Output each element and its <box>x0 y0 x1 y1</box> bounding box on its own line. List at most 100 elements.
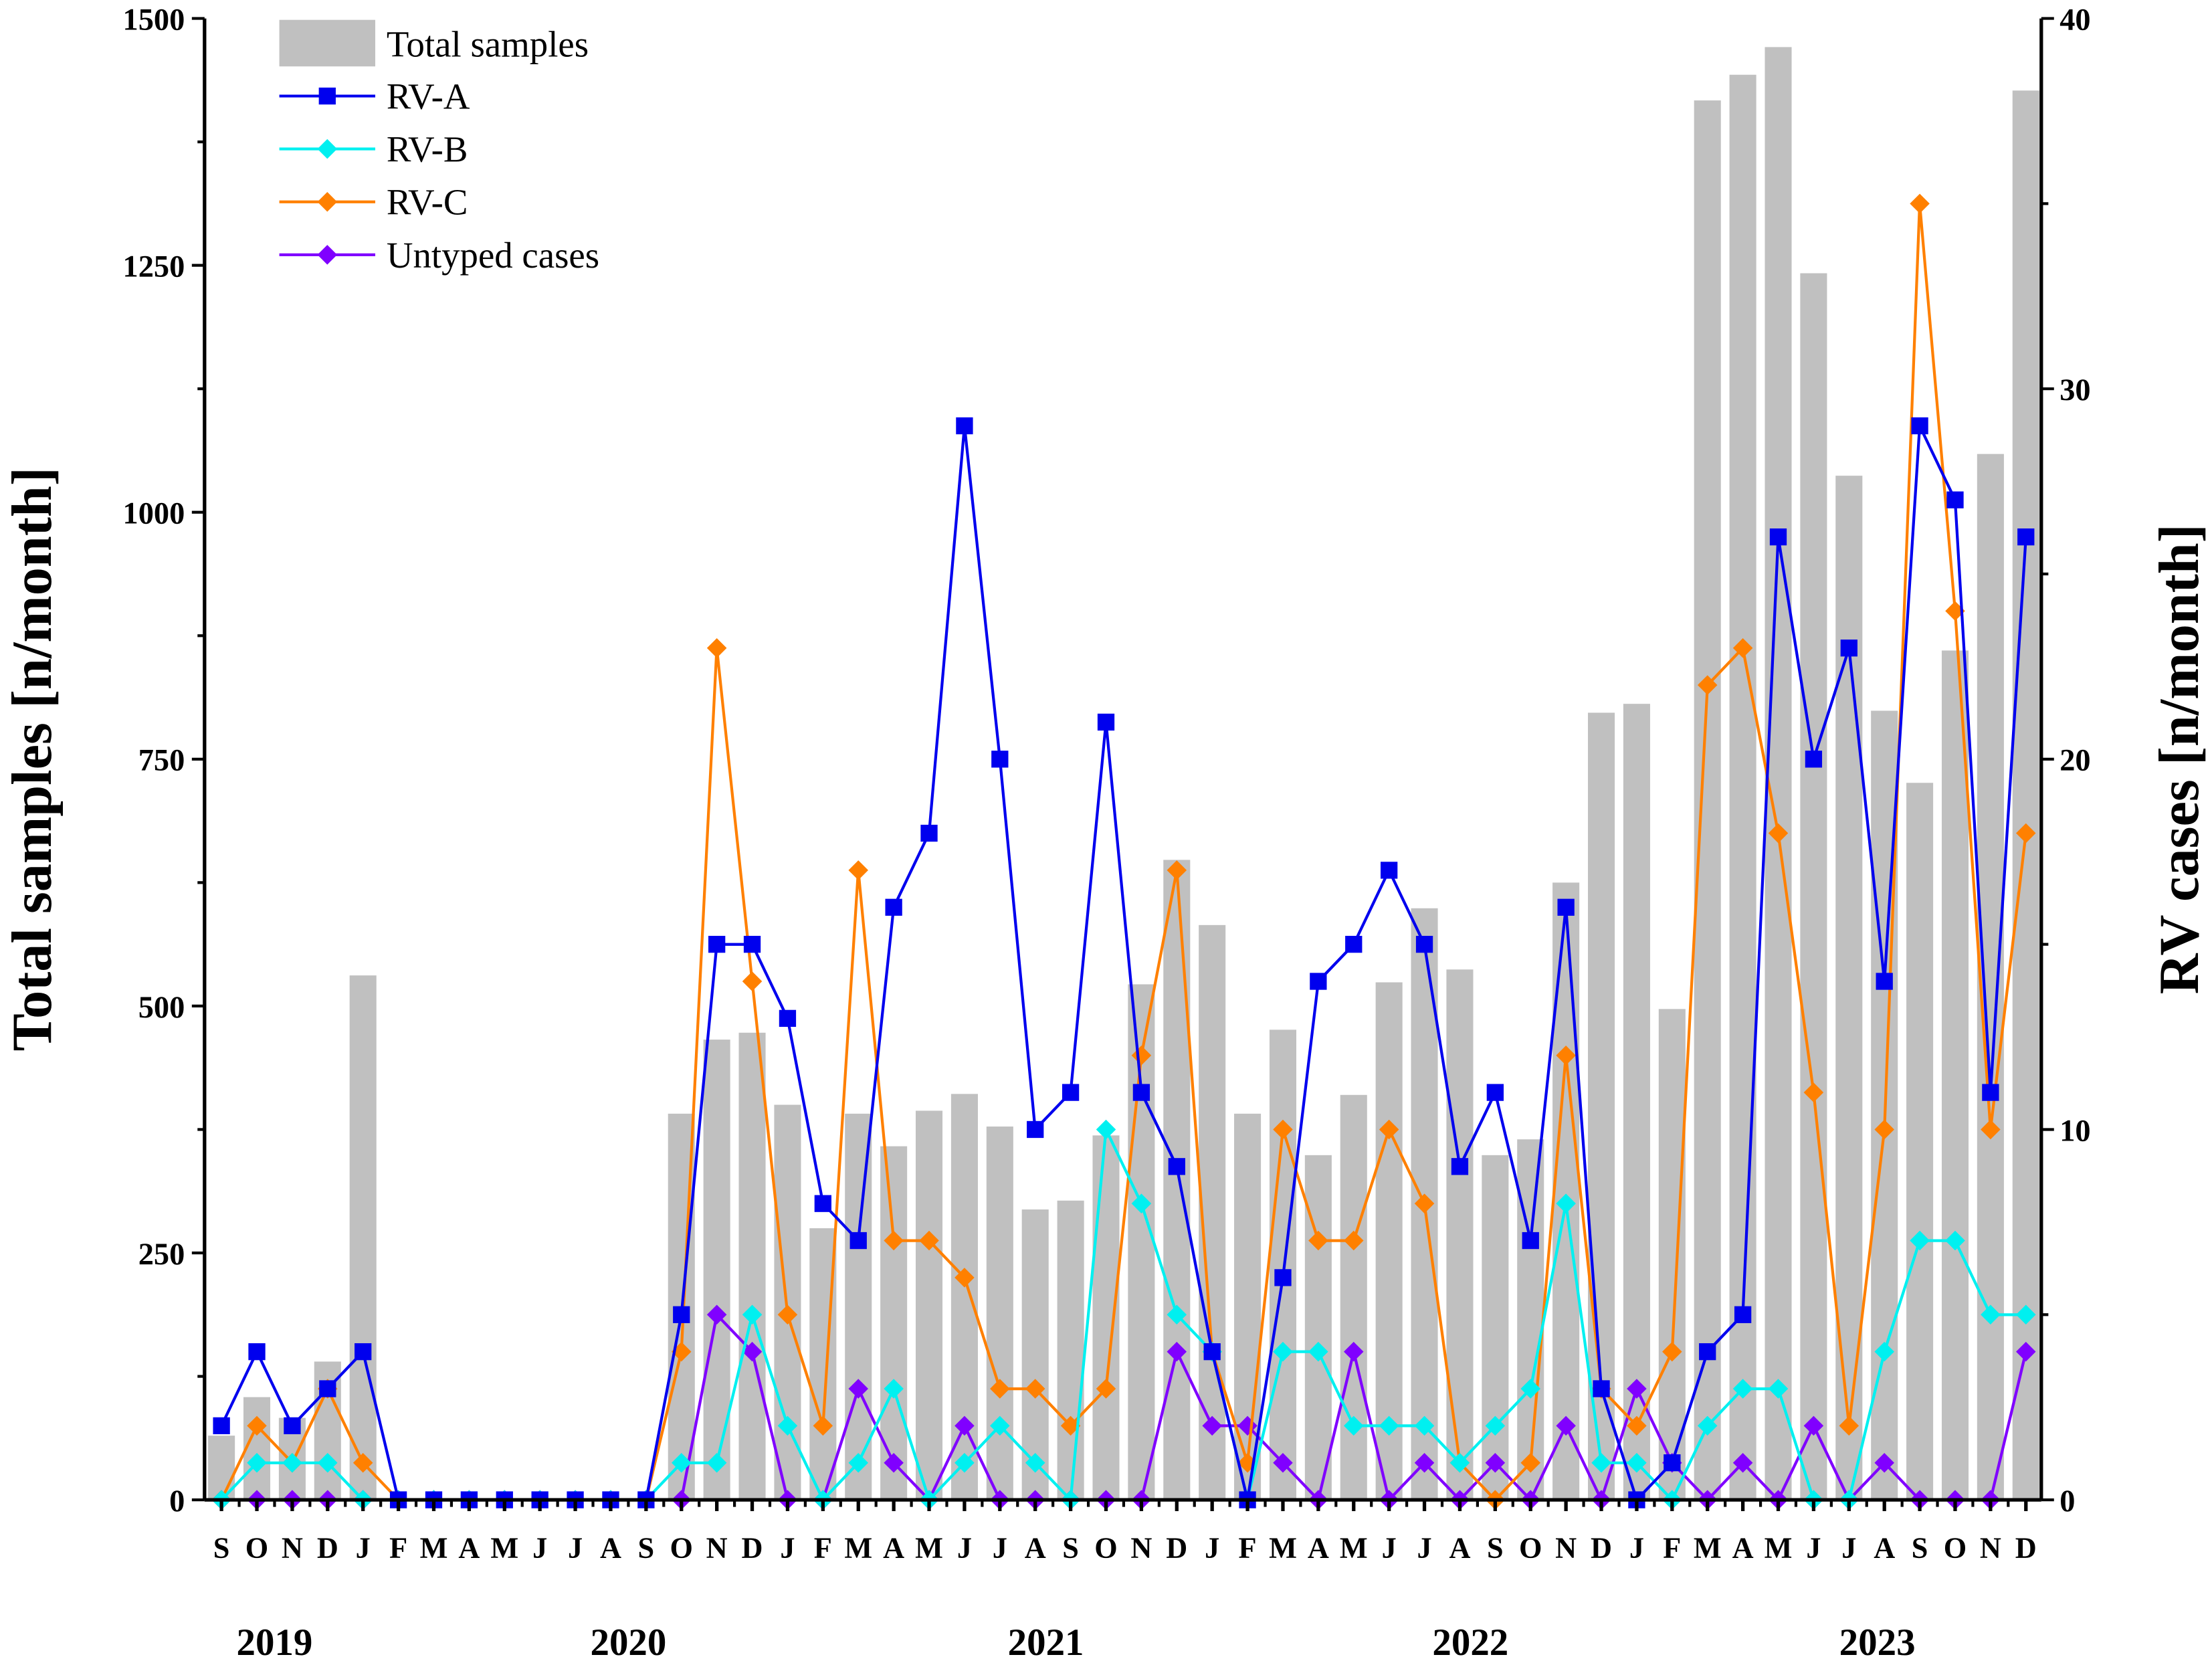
month-label: A <box>1308 1532 1329 1565</box>
point-rv-b <box>1697 1415 1718 1436</box>
point-rv-c <box>954 1268 975 1288</box>
month-label: F <box>1663 1532 1681 1565</box>
point-rv-b <box>1025 1452 1045 1473</box>
bar-total-samples <box>1021 1209 1049 1500</box>
point-rv-c <box>990 1379 1010 1399</box>
bar-total-samples <box>2012 90 2039 1500</box>
left-tick-label: 250 <box>138 1238 185 1272</box>
point-rv-c <box>1697 675 1718 695</box>
point-rv-a <box>1982 1084 1999 1101</box>
bar-total-samples <box>1694 100 1721 1500</box>
point-rv-c <box>1096 1379 1116 1399</box>
bar-total-samples <box>845 1113 872 1500</box>
bar-total-samples <box>1340 1094 1367 1500</box>
point-rv-a <box>885 898 902 916</box>
bar-total-samples <box>1765 47 1792 1500</box>
year-label: 2023 <box>1839 1622 1916 1664</box>
bar-total-samples <box>986 1127 1013 1500</box>
point-rv-c <box>247 1415 267 1436</box>
month-label: O <box>1519 1532 1542 1565</box>
bar-total-samples <box>1587 712 1615 1500</box>
year-label: 2021 <box>1008 1622 1084 1664</box>
point-rv-a <box>1381 862 1398 879</box>
point-rv-b <box>282 1452 302 1473</box>
left-tick-label: 750 <box>138 744 185 778</box>
point-rv-c <box>1344 1230 1364 1251</box>
point-rv-c <box>1803 1082 1824 1102</box>
month-label: D <box>1591 1532 1612 1565</box>
point-rv-a <box>1699 1343 1716 1361</box>
legend-swatch-total-samples <box>279 19 376 67</box>
month-label: A <box>1025 1532 1046 1565</box>
point-rv-b <box>1485 1415 1506 1436</box>
month-label: D <box>1166 1532 1187 1565</box>
month-label: A <box>1449 1532 1470 1565</box>
month-label: M <box>490 1532 518 1565</box>
point-rv-a <box>1097 713 1115 731</box>
bar-total-samples <box>1623 704 1650 1500</box>
point-rv-b <box>671 1452 692 1473</box>
month-label: O <box>1094 1532 1117 1565</box>
month-label: N <box>1130 1532 1152 1565</box>
point-rv-a <box>1415 935 1433 953</box>
month-label: A <box>458 1532 480 1565</box>
point-rv-a <box>920 824 938 842</box>
point-rv-a <box>814 1195 831 1212</box>
point-rv-a <box>1345 935 1363 953</box>
month-label: J <box>356 1532 371 1565</box>
point-rv-b <box>1732 1379 1753 1399</box>
point-untyped-cases <box>954 1415 975 1436</box>
month-label: F <box>814 1532 832 1565</box>
point-rv-c <box>1060 1415 1081 1436</box>
month-label: J <box>1382 1532 1397 1565</box>
month-label: O <box>670 1532 693 1565</box>
left-tick-label: 1000 <box>123 497 185 531</box>
legend-label-rv-b: RV-B <box>387 129 468 170</box>
point-rv-c <box>1768 823 1789 844</box>
month-label: J <box>1417 1532 1431 1565</box>
month-label: J <box>993 1532 1007 1565</box>
point-rv-b <box>1131 1193 1152 1213</box>
legend-label-untyped-cases: Untyped cases <box>387 235 599 276</box>
point-untyped-cases <box>1732 1452 1753 1473</box>
point-rv-b <box>318 1452 338 1473</box>
month-label: F <box>1239 1532 1257 1565</box>
point-rv-b <box>1273 1341 1293 1362</box>
point-rv-b <box>1096 1119 1116 1140</box>
point-rv-a <box>248 1343 266 1361</box>
point-rv-a <box>1946 491 1964 508</box>
bar-total-samples <box>1269 1030 1297 1500</box>
bar-total-samples <box>1057 1200 1084 1500</box>
month-label: M <box>915 1532 943 1565</box>
month-label: O <box>245 1532 268 1565</box>
month-label: M <box>420 1532 448 1565</box>
left-tick-label: 0 <box>169 1484 185 1519</box>
legend-label-total-samples: Total samples <box>387 24 589 65</box>
month-label: S <box>1062 1532 1079 1565</box>
point-rv-a <box>1310 973 1327 990</box>
month-label: F <box>389 1532 407 1565</box>
month-label: J <box>1806 1532 1821 1565</box>
point-rv-a <box>1593 1380 1610 1397</box>
month-label: S <box>1487 1532 1504 1565</box>
point-rv-c <box>1910 193 1930 214</box>
point-rv-b <box>990 1415 1010 1436</box>
point-rv-a <box>743 935 761 953</box>
point-rv-a <box>779 1009 797 1027</box>
bar-total-samples <box>1977 454 2004 1500</box>
bar-total-samples <box>1375 982 1403 1500</box>
point-rv-c <box>353 1452 373 1473</box>
legend-label-rv-a: RV-A <box>387 76 470 117</box>
point-rv-a <box>1769 528 1787 546</box>
point-rv-b <box>777 1415 798 1436</box>
month-label: J <box>1205 1532 1219 1565</box>
point-rv-a <box>708 935 726 953</box>
bar-total-samples <box>1446 969 1474 1500</box>
point-rv-a <box>2017 528 2035 546</box>
point-rv-b <box>1308 1341 1328 1362</box>
point-rv-a <box>673 1306 690 1323</box>
point-untyped-cases <box>706 1304 727 1325</box>
point-rv-b <box>706 1452 727 1473</box>
